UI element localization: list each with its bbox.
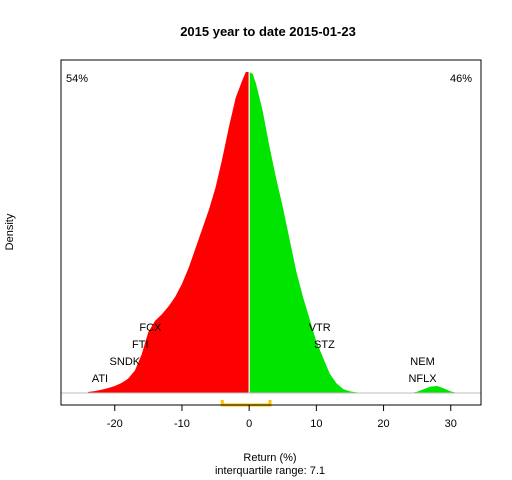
ticker-label-nflx: NFLX (408, 373, 437, 385)
ticker-label-ati: ATI (92, 373, 108, 385)
density-area-positive (249, 72, 458, 393)
x-tick-label: -10 (174, 418, 190, 430)
y-axis-label: Density (4, 213, 16, 250)
percent-positive-label: 46% (450, 73, 472, 85)
percent-negative-label: 54% (66, 73, 88, 85)
x-axis: -20 -10 0 10 20 30 (107, 405, 457, 430)
ticker-label-nem: NEM (410, 356, 434, 368)
ticker-label-fti: FTI (132, 339, 149, 351)
chart-title: 2015 year to date 2015-01-23 (180, 24, 356, 39)
iqr-subtitle: interquartile range: 7.1 (215, 465, 325, 477)
x-tick-label: 30 (445, 418, 457, 430)
x-axis-label: Return (%) (243, 452, 296, 464)
x-tick-label: 10 (310, 418, 322, 430)
x-tick-label: -20 (107, 418, 123, 430)
x-tick-label: 20 (377, 418, 389, 430)
plot-frame (60, 59, 482, 406)
ticker-label-vtr: VTR (309, 322, 331, 334)
ticker-label-sndk: SNDK (110, 356, 141, 368)
density-area-negative (87, 72, 250, 393)
iqr-bracket (220, 400, 272, 407)
ticker-label-fcx: FCX (139, 322, 162, 334)
x-tick-label: 0 (246, 418, 252, 430)
ticker-label-stz: STZ (314, 339, 335, 351)
